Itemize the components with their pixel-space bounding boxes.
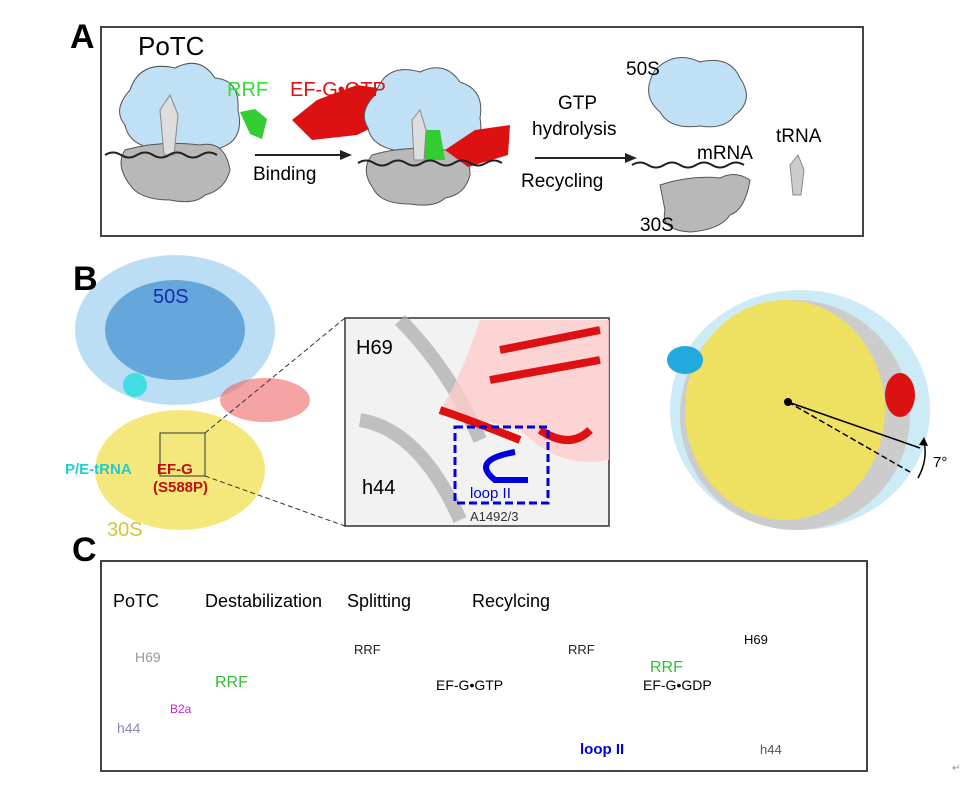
gtp-label: GTP bbox=[558, 93, 598, 114]
trna-label: tRNA bbox=[776, 126, 822, 147]
efg-gtp-label: EF-G•GTP bbox=[290, 79, 386, 101]
trna-structure bbox=[789, 154, 805, 196]
50s-subunit bbox=[648, 57, 747, 128]
loop-ii-label-b: loop II bbox=[470, 485, 511, 502]
mrna-strand bbox=[631, 161, 745, 169]
stage-splitting: Splitting bbox=[347, 591, 412, 611]
potc-complex-1 bbox=[104, 62, 240, 203]
b2a-label: B2a bbox=[170, 702, 192, 716]
efg-gtp-arrow-label: EF-G•GTP bbox=[436, 677, 504, 693]
efg-label: EF-G bbox=[157, 461, 193, 478]
hydrolysis-label: hydrolysis bbox=[532, 119, 617, 140]
h69-label-c: H69 bbox=[135, 649, 161, 665]
potc-label: PoTC bbox=[138, 31, 205, 61]
50s-label-b: 50S bbox=[153, 286, 189, 308]
rrf-shape-label-1: RRF bbox=[354, 642, 381, 657]
h44-label-c: h44 bbox=[117, 720, 141, 736]
loop-ii-highlight-box bbox=[453, 425, 550, 505]
panel-c-label: C bbox=[72, 531, 97, 569]
rrf-arrow-label: RRF bbox=[215, 674, 248, 691]
recycling-label: Recycling bbox=[521, 171, 604, 192]
pe-trna-label: P/E-tRNA bbox=[65, 461, 132, 478]
efg-mutation-label: (S588P) bbox=[153, 479, 209, 496]
rotated-axis-line bbox=[787, 401, 911, 473]
panel-c-box bbox=[100, 560, 868, 772]
panel-a-label: A bbox=[70, 18, 95, 56]
stage-recycling: Recylcing bbox=[472, 591, 551, 611]
return-mark: ↵ bbox=[952, 763, 961, 774]
rrf-label: RRF bbox=[227, 79, 269, 101]
loop-ii-ribbon bbox=[483, 449, 528, 483]
cryo-em-density-map bbox=[667, 290, 930, 530]
a1492-label: A1492/3 bbox=[470, 509, 519, 524]
rrf-shape-label-2: RRF bbox=[568, 642, 595, 657]
panel-b-label: B bbox=[73, 260, 98, 298]
mrna-label: mRNA bbox=[697, 143, 753, 164]
h69-label-recycled: H69 bbox=[744, 632, 768, 647]
30s-label-b: 30S bbox=[107, 519, 143, 541]
rrf-release-label: RRF bbox=[650, 659, 683, 676]
stage-destabilization: Destabilization bbox=[205, 591, 323, 611]
binding-label: Binding bbox=[253, 164, 317, 185]
rotation-angle-label: 7° bbox=[933, 454, 948, 471]
loop-ii-label-c: loop II bbox=[580, 741, 625, 758]
potc-complex-2 bbox=[357, 67, 510, 206]
h44-label-recycled: h44 bbox=[760, 742, 782, 757]
50s-label: 50S bbox=[626, 59, 660, 80]
h44-label-b: h44 bbox=[362, 477, 396, 499]
stage-potc: PoTC bbox=[113, 591, 160, 611]
rrf-structure bbox=[240, 109, 267, 139]
30s-subunit bbox=[659, 174, 751, 233]
efg-gdp-label: EF-G•GDP bbox=[643, 677, 712, 693]
ribosome-atomic-model bbox=[75, 255, 310, 530]
h69-label-b: H69 bbox=[356, 337, 393, 359]
axis-line bbox=[787, 401, 921, 449]
30s-label: 30S bbox=[640, 215, 674, 236]
